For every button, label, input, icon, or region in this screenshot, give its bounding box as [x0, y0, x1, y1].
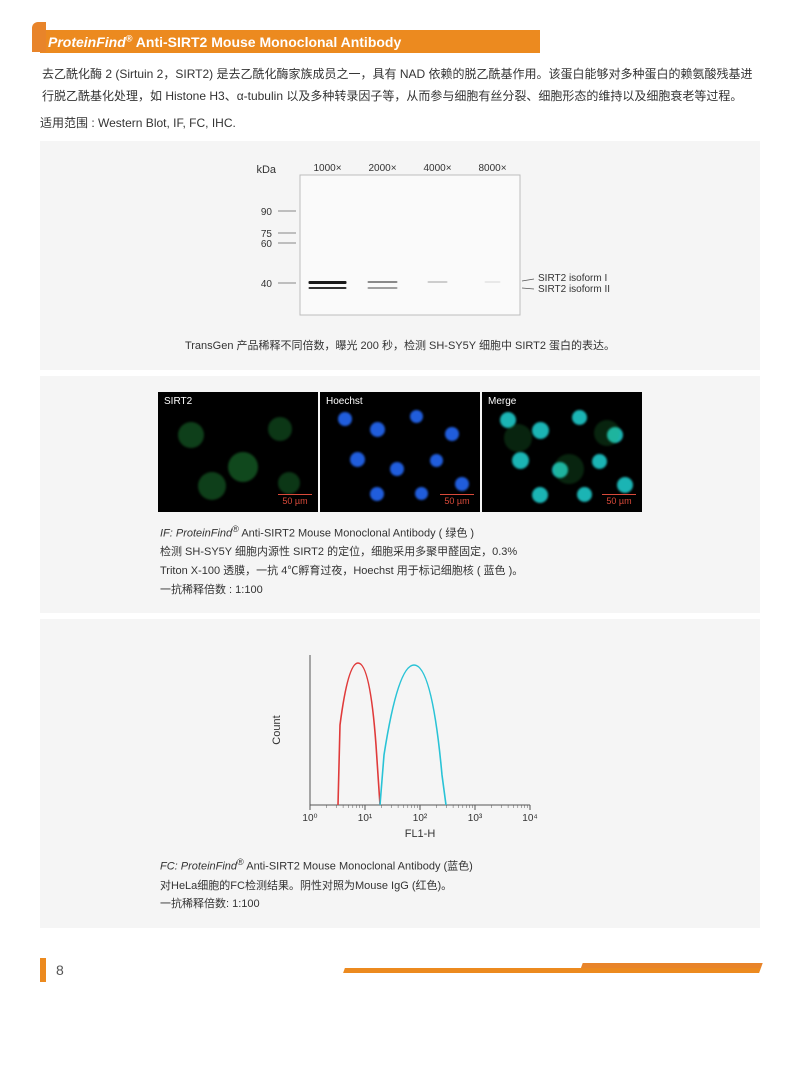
svg-text:10⁴: 10⁴ — [522, 813, 537, 824]
svg-text:2000×: 2000× — [368, 163, 396, 174]
if-image-label: Merge — [488, 396, 516, 407]
brand-name: ProteinFind — [48, 34, 126, 50]
scope-line: 适用范围 : Western Blot, IF, FC, IHC. — [40, 114, 760, 131]
caption-line: 一抗稀释倍数: 1:100 — [160, 895, 680, 914]
svg-text:Count: Count — [271, 716, 283, 745]
page-number: 8 — [56, 962, 64, 978]
page-footer: 8 — [40, 958, 760, 982]
footer-rule — [343, 968, 761, 973]
scale-bar: 50 µm — [602, 494, 636, 506]
svg-text:8000×: 8000× — [478, 163, 506, 174]
scope-value: Western Blot, IF, FC, IHC. — [98, 116, 236, 130]
caption-line: 检测 SH-SY5Y 细胞内源性 SIRT2 的定位，细胞采用多聚甲醛固定，0.… — [160, 543, 680, 562]
svg-text:kDa: kDa — [256, 164, 276, 176]
svg-text:10²: 10² — [413, 813, 428, 824]
scale-bar: 50 µm — [278, 494, 312, 506]
if-image-label: Hoechst — [326, 396, 363, 407]
wb-figure: kDa1000×2000×4000×8000×90756040SIRT2 iso… — [180, 157, 620, 327]
scope-label: 适用范围 : — [40, 116, 98, 130]
svg-text:SIRT2 isoform II: SIRT2 isoform II — [538, 284, 610, 295]
caption-line: IF: ProteinFind® Anti-SIRT2 Mouse Monocl… — [160, 522, 680, 543]
intro-paragraph: 去乙酰化酶 2 (Sirtuin 2，SIRT2) 是去乙酰化酶家族成员之一，具… — [40, 63, 760, 109]
if-image: Merge 50 µm — [482, 392, 642, 512]
caption-line: 一抗稀释倍数 : 1:100 — [160, 581, 680, 600]
svg-text:10⁰: 10⁰ — [302, 813, 317, 824]
caption-line: 对HeLa细胞的FC检测结果。阴性对照为Mouse IgG (红色)。 — [160, 877, 680, 896]
if-caption: IF: ProteinFind® Anti-SIRT2 Mouse Monocl… — [60, 522, 740, 599]
svg-text:1000×: 1000× — [313, 163, 341, 174]
if-image: SIRT2 50 µm — [158, 392, 318, 512]
footer-accent — [40, 958, 46, 982]
svg-text:4000×: 4000× — [423, 163, 451, 174]
caption-line: Triton X-100 透膜，一抗 4℃孵育过夜，Hoechst 用于标记细胞… — [160, 562, 680, 581]
header-title: ProteinFind® Anti-SIRT2 Mouse Monoclonal… — [48, 34, 401, 50]
svg-text:90: 90 — [261, 207, 273, 218]
section-header: ProteinFind® Anti-SIRT2 Mouse Monoclonal… — [40, 30, 540, 53]
if-image-row: SIRT2 50 µm Hoechst 50 µm Merge 50 µm — [60, 392, 740, 512]
header-rest: Anti-SIRT2 Mouse Monoclonal Antibody — [132, 34, 401, 50]
fc-panel: 10⁰ 10¹ 10² 10³ 10⁴ FL1-H Count FC: ProteinFin… — [40, 619, 760, 928]
scale-bar: 50 µm — [440, 494, 474, 506]
if-image: Hoechst 50 µm — [320, 392, 480, 512]
if-image-label: SIRT2 — [164, 396, 192, 407]
svg-text:10³: 10³ — [468, 813, 483, 824]
svg-text:10¹: 10¹ — [358, 813, 373, 824]
svg-text:SIRT2 isoform I: SIRT2 isoform I — [538, 273, 607, 284]
svg-text:40: 40 — [261, 279, 273, 290]
wb-caption: TransGen 产品稀释不同倍数，曝光 200 秒，检测 SH-SY5Y 细胞… — [60, 337, 740, 356]
svg-text:FL1-H: FL1-H — [405, 828, 436, 840]
fc-caption: FC: ProteinFind® Anti-SIRT2 Mouse Monocl… — [60, 855, 740, 914]
wb-panel: kDa1000×2000×4000×8000×90756040SIRT2 iso… — [40, 141, 760, 370]
svg-text:60: 60 — [261, 239, 273, 250]
fc-figure: 10⁰ 10¹ 10² 10³ 10⁴ FL1-H Count — [250, 635, 550, 845]
caption-line: FC: ProteinFind® Anti-SIRT2 Mouse Monocl… — [160, 855, 680, 876]
if-panel: SIRT2 50 µm Hoechst 50 µm Merge 50 µm IF: Pro… — [40, 376, 760, 613]
